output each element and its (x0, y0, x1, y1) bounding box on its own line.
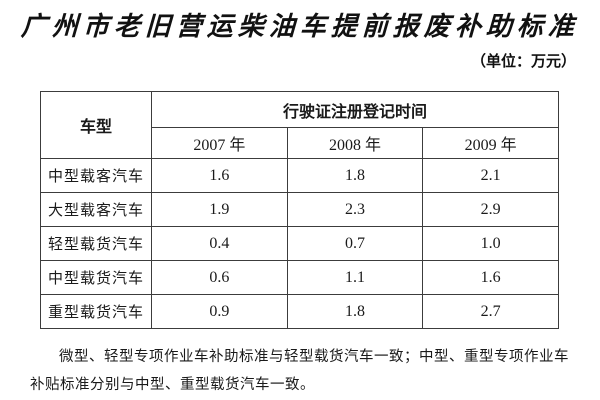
year-header-2008: 2008 年 (286, 127, 424, 159)
registration-time-header: 行驶证注册登记时间 (151, 91, 559, 128)
row-label: 大型载客汽车 (40, 192, 152, 227)
value-cell: 2.3 (286, 192, 424, 227)
value-cell: 2.7 (422, 294, 559, 329)
table-row: 中型载货汽车 0.6 1.1 1.6 (40, 260, 559, 295)
value-cell: 1.9 (151, 192, 288, 227)
value-cell: 1.6 (151, 158, 288, 193)
table-row: 重型载货汽车 0.9 1.8 2.7 (40, 294, 559, 329)
row-label: 中型载货汽车 (40, 260, 152, 295)
subsidy-table: 车型 行驶证注册登记时间 2007 年 2008 年 2009 年 中型载客汽车… (40, 91, 559, 329)
value-cell: 0.6 (151, 260, 288, 295)
row-label: 轻型载货汽车 (40, 226, 152, 261)
year-header-2009: 2009 年 (422, 127, 559, 159)
value-cell: 1.1 (286, 260, 424, 295)
table-row: 轻型载货汽车 0.4 0.7 1.0 (40, 226, 559, 261)
vehicle-type-header: 车型 (40, 91, 152, 159)
footnote: 微型、轻型专项作业车补助标准与轻型载货汽车一致；中型、重型专项作业车补贴标准分别… (30, 349, 569, 393)
header-row-group: 车型 行驶证注册登记时间 (40, 91, 559, 159)
table-body: 中型载客汽车 1.6 1.8 2.1 大型载客汽车 1.9 2.3 2.9 轻型… (40, 158, 559, 329)
table-row: 大型载客汽车 1.9 2.3 2.9 (40, 192, 559, 227)
header-row-years: 2007 年 2008 年 2009 年 (41, 127, 559, 159)
value-cell: 2.9 (422, 192, 559, 227)
table-header: 车型 行驶证注册登记时间 2007 年 2008 年 2009 年 (40, 91, 559, 159)
value-cell: 1.8 (286, 294, 424, 329)
value-cell: 0.7 (286, 226, 424, 261)
value-cell: 1.0 (422, 226, 559, 261)
table-row: 中型载客汽车 1.6 1.8 2.1 (40, 158, 559, 193)
row-label: 重型载货汽车 (40, 294, 152, 329)
value-cell: 2.1 (422, 158, 559, 193)
value-cell: 1.6 (422, 260, 559, 295)
value-cell: 0.4 (151, 226, 288, 261)
value-cell: 1.8 (286, 158, 424, 193)
document-title: 广州市老旧营运柴油车提前报废补助标准 (20, 12, 580, 41)
value-cell: 0.9 (151, 294, 288, 329)
year-header-2007: 2007 年 (151, 127, 288, 159)
unit-note: （单位：万元） (470, 53, 576, 70)
row-label: 中型载客汽车 (40, 158, 152, 193)
